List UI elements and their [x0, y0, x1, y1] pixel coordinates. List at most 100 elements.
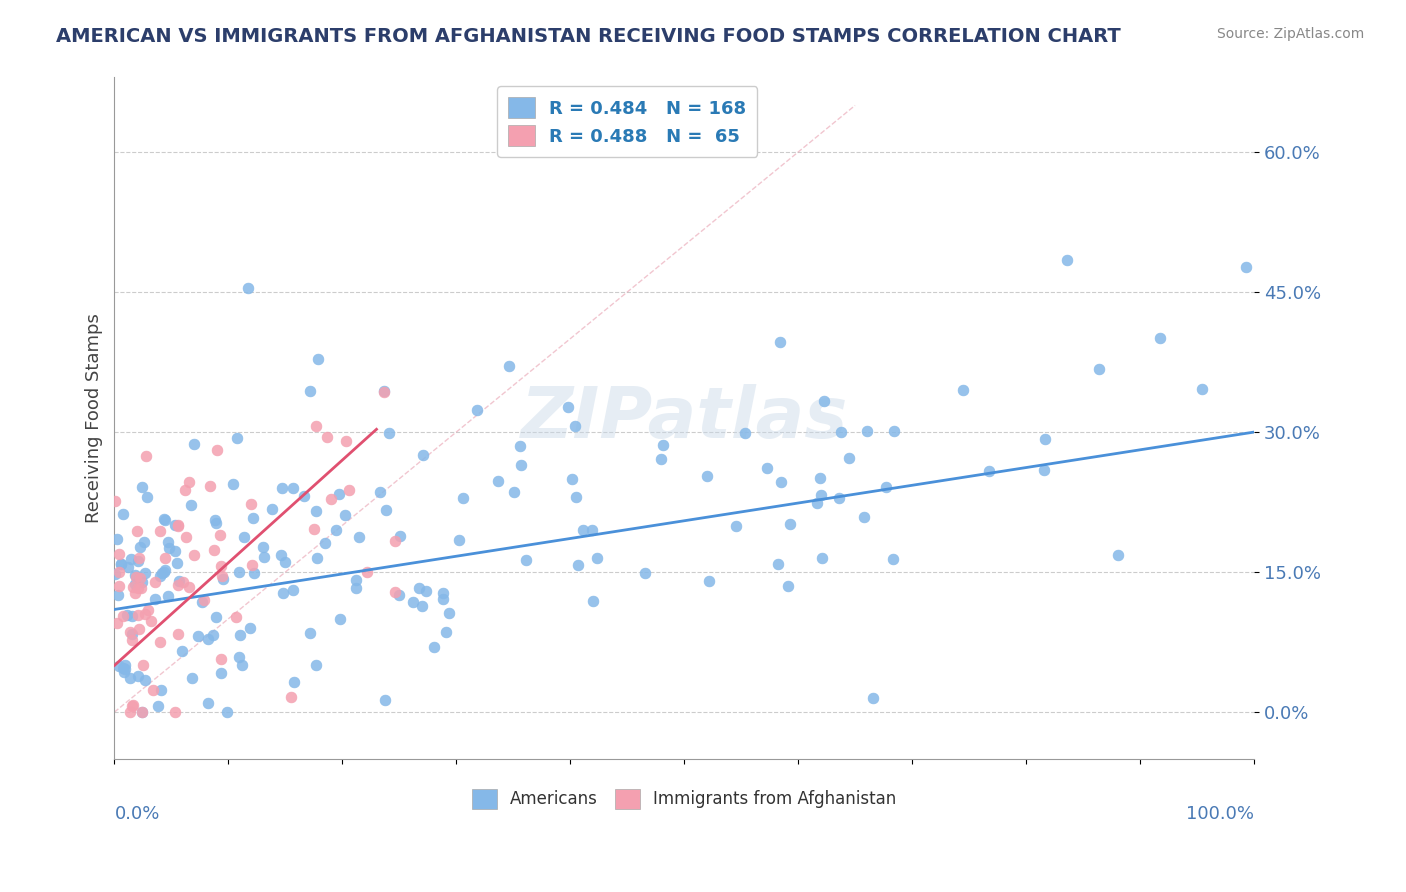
- Point: [174, 483, 197, 497]
- Point: [124, 570, 146, 584]
- Point: [299, 625, 322, 640]
- Point: [304, 418, 326, 433]
- Point: [423, 640, 446, 654]
- Point: [111, 661, 134, 675]
- Point: [375, 503, 398, 517]
- Point: [107, 547, 129, 561]
- Y-axis label: Receiving Food Stamps: Receiving Food Stamps: [86, 313, 103, 523]
- Point: [209, 666, 232, 681]
- Point: [329, 612, 352, 626]
- Point: [115, 607, 138, 622]
- Point: [107, 565, 129, 579]
- Point: [197, 697, 219, 711]
- Point: [283, 675, 305, 690]
- Point: [110, 557, 132, 571]
- Point: [302, 522, 325, 536]
- Point: [129, 581, 152, 595]
- Point: [105, 616, 128, 631]
- Point: [187, 629, 209, 643]
- Point: [122, 698, 145, 712]
- Text: ZIPatlas: ZIPatlas: [520, 384, 848, 452]
- Point: [652, 438, 675, 452]
- Point: [127, 668, 149, 682]
- Point: [131, 480, 153, 494]
- Point: [344, 573, 367, 587]
- Point: [202, 628, 225, 642]
- Point: [564, 419, 586, 434]
- Point: [134, 673, 156, 688]
- Text: Source: ZipAtlas.com: Source: ZipAtlas.com: [1216, 27, 1364, 41]
- Point: [125, 524, 148, 538]
- Point: [292, 489, 315, 503]
- Point: [149, 634, 172, 648]
- Point: [110, 557, 132, 571]
- Point: [465, 402, 488, 417]
- Point: [325, 523, 347, 537]
- Point: [561, 472, 583, 486]
- Point: [979, 464, 1001, 478]
- Point: [121, 581, 143, 595]
- Point: [204, 513, 226, 527]
- Point: [155, 563, 177, 577]
- Point: [204, 609, 226, 624]
- Point: [314, 536, 336, 550]
- Point: [209, 652, 232, 666]
- Point: [808, 471, 831, 485]
- Point: [231, 658, 253, 673]
- Point: [281, 481, 304, 495]
- Point: [572, 524, 595, 538]
- Point: [124, 567, 146, 582]
- Point: [143, 575, 166, 590]
- Point: [228, 565, 250, 579]
- Point: [510, 458, 533, 472]
- Point: [120, 705, 142, 719]
- Point: [862, 691, 884, 706]
- Point: [180, 498, 202, 512]
- Point: [810, 488, 832, 502]
- Text: 100.0%: 100.0%: [1185, 805, 1254, 823]
- Point: [337, 483, 360, 497]
- Point: [132, 657, 155, 672]
- Point: [252, 550, 274, 565]
- Point: [515, 553, 537, 567]
- Point: [766, 557, 789, 571]
- Point: [108, 579, 131, 593]
- Point: [852, 510, 875, 524]
- Point: [127, 608, 149, 623]
- Point: [107, 588, 129, 602]
- Point: [177, 475, 200, 490]
- Point: [134, 607, 156, 621]
- Point: [373, 384, 395, 398]
- Point: [734, 426, 756, 441]
- Point: [134, 534, 156, 549]
- Text: 0.0%: 0.0%: [114, 805, 160, 823]
- Point: [127, 554, 149, 568]
- Point: [502, 484, 524, 499]
- Point: [121, 699, 143, 714]
- Point: [305, 550, 328, 565]
- Point: [952, 383, 974, 397]
- Point: [129, 540, 152, 554]
- Point: [779, 516, 801, 531]
- Point: [567, 558, 589, 573]
- Point: [432, 592, 454, 607]
- Point: [136, 602, 159, 616]
- Point: [166, 627, 188, 641]
- Point: [634, 566, 657, 580]
- Point: [1033, 463, 1056, 477]
- Point: [207, 442, 229, 457]
- Point: [875, 480, 897, 494]
- Point: [225, 610, 247, 624]
- Point: [150, 566, 173, 580]
- Point: [432, 585, 454, 599]
- Legend: Americans, Immigrants from Afghanistan: Americans, Immigrants from Afghanistan: [463, 780, 907, 819]
- Point: [280, 690, 302, 704]
- Point: [240, 558, 263, 573]
- Point: [143, 591, 166, 606]
- Point: [108, 659, 131, 673]
- Point: [226, 431, 249, 445]
- Point: [180, 671, 202, 685]
- Point: [724, 519, 747, 533]
- Point: [131, 705, 153, 719]
- Point: [451, 491, 474, 506]
